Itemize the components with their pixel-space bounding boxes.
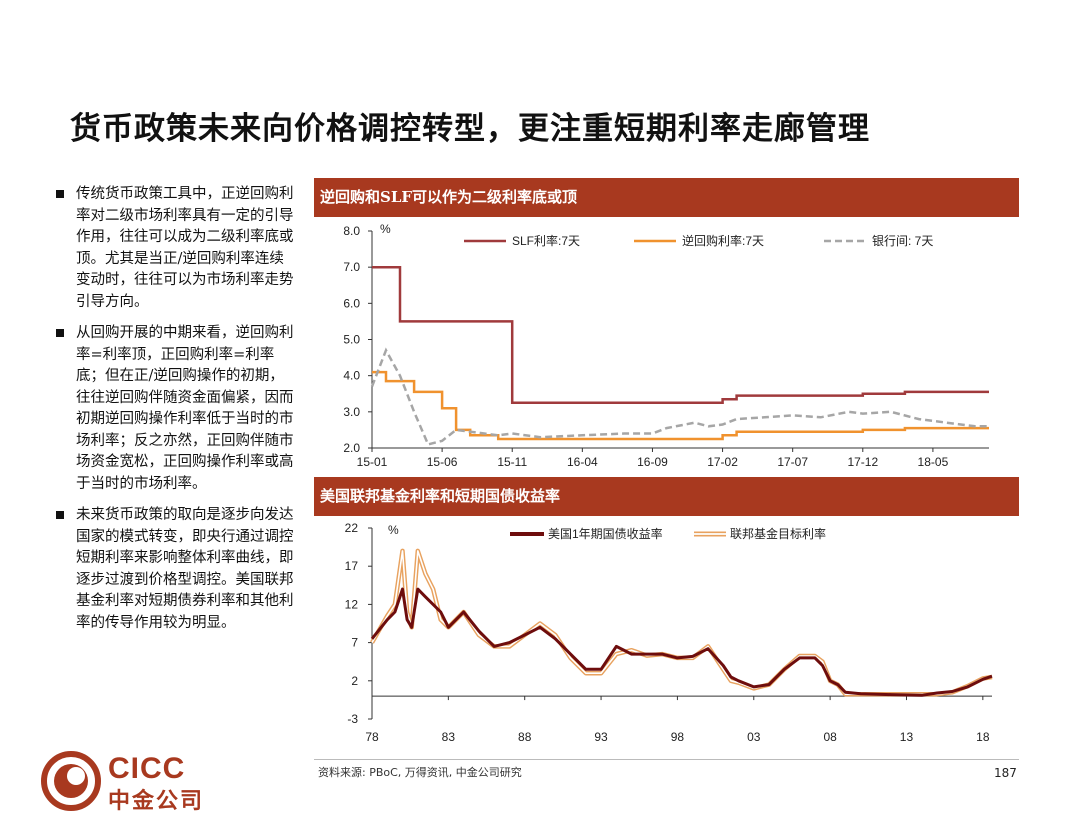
source-note: 资料来源: PBoC, 万得资讯, 中金公司研究 (318, 766, 522, 779)
chart2-header: 美国联邦基金利率和短期国债收益率 (314, 477, 1019, 516)
chart2-y-tick-label: -3 (347, 712, 358, 726)
bullet-text: 从回购开展的中期来看，逆回购利率=利率顶，正回购利率=利率底；但在正/逆回购操作… (76, 325, 294, 492)
chart2-x-tick-label: 08 (823, 730, 837, 744)
chart2-series-line-2-outline (370, 548, 993, 697)
chart1-x-tick-label: 16-04 (567, 455, 598, 469)
chart1-series-line-3 (370, 347, 989, 446)
chart2-y-tick-label: 2 (351, 674, 358, 688)
chart1-x-tick-label: 17-07 (777, 455, 808, 469)
chart2-x-tick-label: 18 (976, 730, 990, 744)
chart2-x-tick-label: 13 (900, 730, 914, 744)
chart2-y-tick-label: 7 (351, 636, 358, 650)
chart1-plot: 2.0 3.0 4.0 5.0 6.0 7.0 8.0 15-01 15-06 15-11 16-0… (343, 222, 989, 469)
chart2-x-tick-label: 83 (442, 730, 456, 744)
chart2-y-tick-label: 12 (345, 597, 359, 611)
chart1-legend-label: 银行间: 7天 (872, 234, 933, 248)
chart2-x-tick-label: 03 (747, 730, 761, 744)
bullet-square-icon (56, 511, 64, 519)
chart1-x-tick-label: 16-09 (637, 455, 668, 469)
chart2-plot: -3 2 7 12 17 22 78 83 88 93 98 03 08 13 18% 美国1年期国债收益率 联… (345, 521, 993, 744)
logo-wordmark: CICC (108, 752, 186, 785)
bullet-text: 未来货币政策的取向是逐步向发达国家的模式转变，即央行通过调控短期利率来影响整体利… (76, 507, 294, 631)
chart2-x-tick-label: 98 (671, 730, 685, 744)
chart1-legend-label: SLF利率:7天 (512, 233, 580, 248)
chart1-x-tick-label: 17-02 (707, 455, 738, 469)
chart2-unit-label: % (388, 523, 399, 537)
bullet-square-icon (56, 329, 64, 337)
chart2-legend-label: 联邦基金目标利率 (730, 526, 826, 541)
chart2-y-tick-label: 22 (345, 521, 359, 535)
chart1-y-tick-label: 8.0 (343, 224, 360, 238)
bullet-item: 传统货币政策工具中，正逆回购利率对二级市场利率具有一定的引导作用，往往可以成为二… (56, 184, 296, 313)
page-number: 187 (994, 766, 1017, 780)
chart2-x-tick-label: 78 (365, 730, 379, 744)
chart2-series-line-2-inner (371, 550, 993, 695)
cicc-logo-icon (41, 751, 101, 811)
footer-divider (314, 759, 1019, 760)
chart1-x-tick-label: 15-11 (497, 455, 527, 469)
chart1-y-tick-label: 2.0 (343, 441, 360, 455)
chart1-header: 逆回购和SLF可以作为二级利率底或顶 (314, 178, 1019, 217)
bullet-item: 未来货币政策的取向是逐步向发达国家的模式转变，即央行通过调控短期利率来影响整体利… (56, 505, 296, 634)
chart1-series-line-1 (372, 265, 989, 405)
bullet-text: 传统货币政策工具中，正逆回购利率对二级市场利率具有一定的引导作用，往往可以成为二… (76, 186, 294, 310)
chart1-x-tick-label: 15-06 (427, 455, 458, 469)
page-title: 货币政策未来向价格调控转型，更注重短期利率走廊管理 (70, 111, 870, 147)
chart2-y-tick-label: 17 (345, 559, 359, 573)
bullet-list: 传统货币政策工具中，正逆回购利率对二级市场利率具有一定的引导作用，往往可以成为二… (56, 184, 296, 644)
chart2-x-tick-label: 93 (594, 730, 608, 744)
bullet-item: 从回购开展的中期来看，逆回购利率=利率顶，正回购利率=利率底；但在正/逆回购操作… (56, 323, 296, 495)
chart1-legend-label: 逆回购利率:7天 (682, 233, 764, 248)
chart1-y-tick-label: 4.0 (343, 369, 360, 383)
logo-chinese-name: 中金公司 (108, 789, 205, 814)
chart2-x-tick-label: 88 (518, 730, 532, 744)
chart2-legend-label: 美国1年期国债收益率 (548, 526, 663, 541)
chart1-x-tick-label: 17-12 (847, 455, 878, 469)
chart1-x-tick-label: 15-01 (357, 455, 388, 469)
chart1-x-tick-label: 18-05 (918, 455, 949, 469)
chart1-series-line-2 (372, 370, 989, 441)
bullet-square-icon (56, 190, 64, 198)
chart1-y-tick-label: 3.0 (343, 405, 360, 419)
chart1-y-tick-label: 6.0 (343, 296, 360, 310)
chart1-unit-label: % (380, 222, 391, 236)
chart1-y-tick-label: 5.0 (343, 333, 360, 347)
chart2-series-line-1 (370, 587, 993, 697)
chart1-y-tick-label: 7.0 (343, 260, 360, 274)
